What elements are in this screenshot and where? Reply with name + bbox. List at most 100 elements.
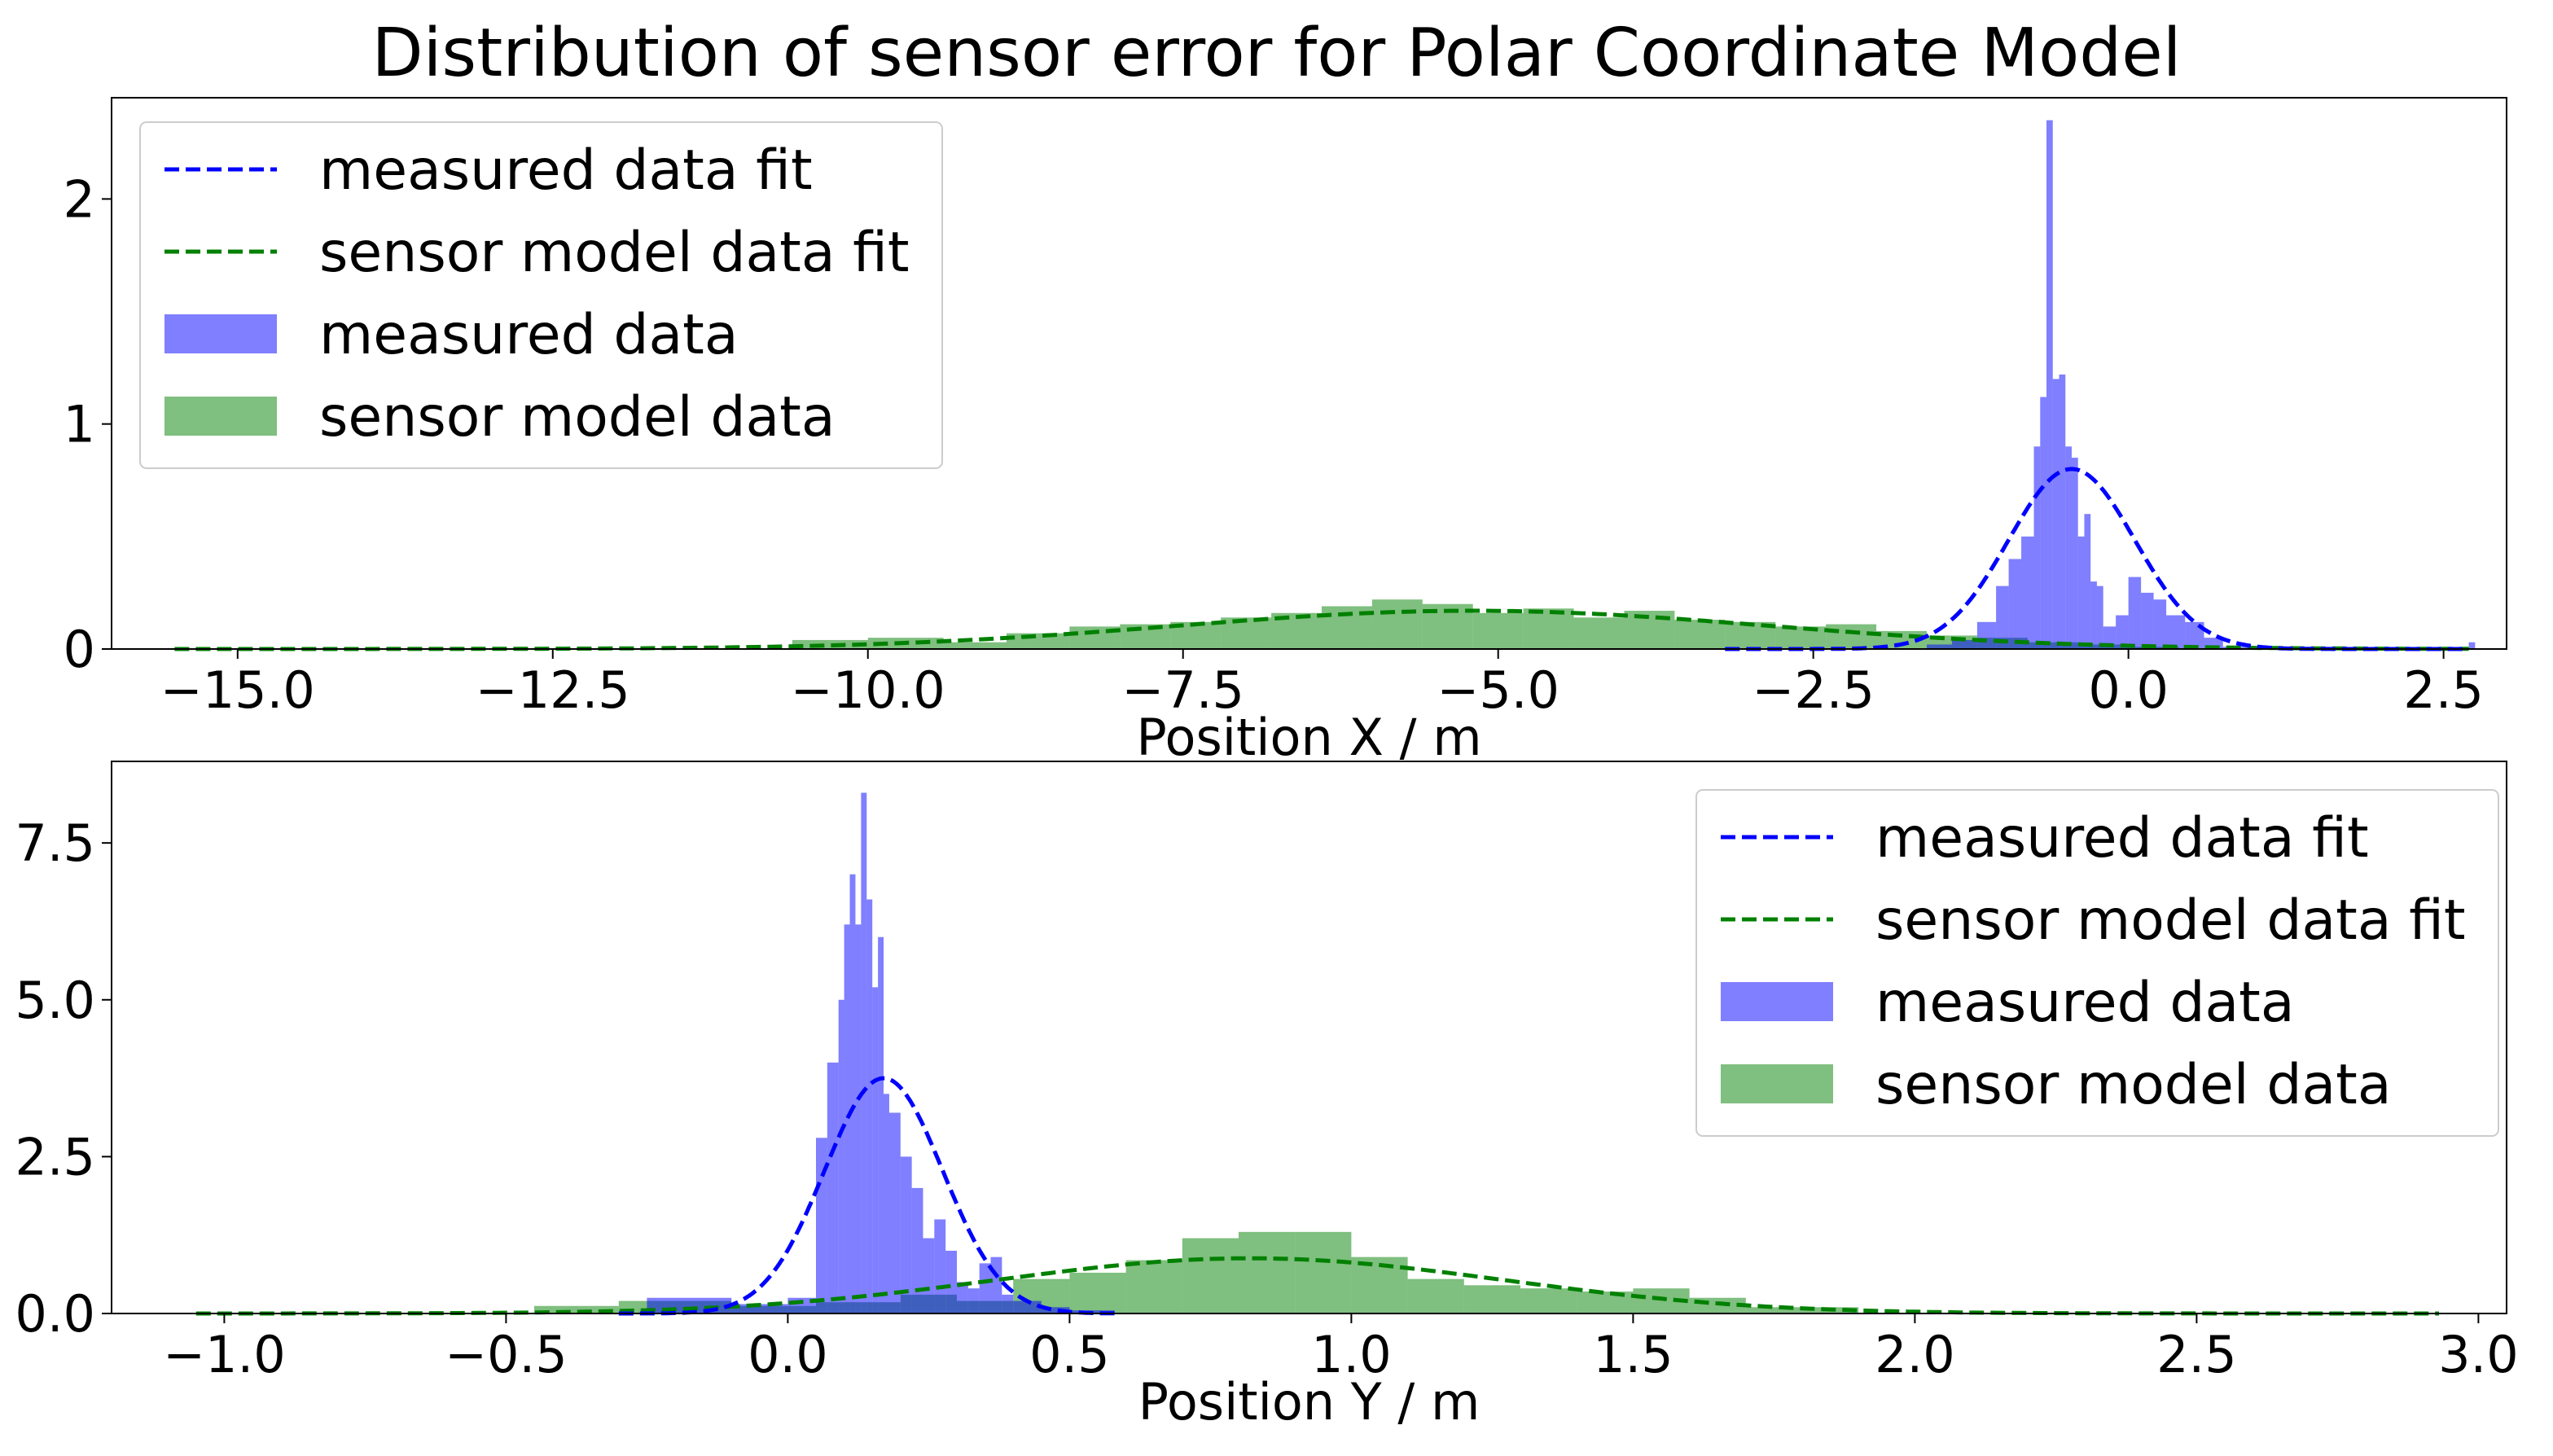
histogram-bar bbox=[1041, 1307, 1070, 1313]
histogram-bar bbox=[1221, 617, 1272, 649]
x-axis-label: Position X / m bbox=[1136, 708, 1481, 767]
histogram-bar bbox=[1002, 1294, 1014, 1313]
histogram-bar bbox=[2084, 514, 2091, 649]
y-tick-label: 1 bbox=[64, 395, 95, 454]
x-tick-label: 3.0 bbox=[2438, 1325, 2519, 1384]
histogram-bar bbox=[827, 1062, 839, 1313]
legend-box bbox=[139, 121, 943, 469]
x-tick-label: −15.0 bbox=[160, 660, 315, 720]
histogram-bar bbox=[923, 1238, 935, 1313]
histogram-bar bbox=[1182, 1238, 1239, 1313]
x-tick-label: −0.5 bbox=[445, 1325, 568, 1384]
y-axis-ticks: 0 1 2 bbox=[64, 169, 112, 679]
histogram-bar bbox=[731, 1304, 788, 1313]
histogram-bar bbox=[2096, 585, 2103, 649]
histogram-bar bbox=[2071, 458, 2078, 649]
x-axis-label: Position Y / m bbox=[1138, 1372, 1480, 1432]
y-tick-label: 7.5 bbox=[15, 814, 95, 873]
histogram-bar bbox=[792, 639, 868, 649]
chart-title: Distribution of sensor error for Polar C… bbox=[371, 15, 2182, 92]
y-tick-label: 2.5 bbox=[15, 1127, 95, 1186]
histogram-bar bbox=[838, 999, 844, 1313]
histogram-bar bbox=[1371, 599, 1423, 649]
histogram-bar bbox=[2040, 397, 2047, 649]
legend-measured-patch bbox=[164, 314, 277, 353]
histogram-bar bbox=[1573, 617, 1625, 649]
histogram-bar bbox=[1239, 1231, 1296, 1313]
histogram-bar bbox=[888, 1112, 901, 1313]
legend-label: measured data bbox=[319, 303, 739, 367]
histogram-bar bbox=[2128, 577, 2142, 649]
histogram-bar bbox=[2153, 599, 2167, 649]
legend-model-patch bbox=[1721, 1064, 1833, 1103]
histogram-bar bbox=[1407, 1278, 1464, 1313]
measured-histogram bbox=[647, 792, 1115, 1313]
histogram-bar bbox=[2141, 592, 2154, 649]
x-tick-label: 1.5 bbox=[1593, 1325, 1673, 1384]
histogram-bar bbox=[1523, 608, 1574, 649]
histogram-bar bbox=[872, 987, 879, 1313]
histogram-bar bbox=[844, 924, 850, 1313]
histogram-bar bbox=[1996, 585, 2009, 649]
x-tick-label: −10.0 bbox=[791, 660, 945, 720]
x-tick-label: 2.5 bbox=[2156, 1325, 2237, 1384]
histogram-bar bbox=[2166, 615, 2186, 649]
y-tick-label: 0 bbox=[64, 620, 95, 679]
x-tick-label: −2.5 bbox=[1752, 660, 1875, 720]
y-axis-ticks: 0.0 2.5 5.0 7.5 bbox=[15, 814, 112, 1344]
histogram-bar bbox=[1013, 1300, 1042, 1313]
legend: measured data fit sensor model data fit me… bbox=[139, 121, 943, 469]
legend-label: measured data fit bbox=[319, 138, 813, 203]
x-tick-label: −1.0 bbox=[163, 1325, 286, 1384]
histogram-bar bbox=[816, 1138, 827, 1313]
legend-label: sensor model data bbox=[1875, 1053, 2391, 1117]
histogram-bar bbox=[934, 1219, 946, 1313]
histogram-bar bbox=[1577, 1292, 1634, 1313]
histogram-bar bbox=[1463, 1285, 1520, 1313]
legend-label: sensor model data fit bbox=[1875, 888, 2466, 953]
legend-box bbox=[1695, 789, 2499, 1137]
axes-frame bbox=[111, 97, 2507, 650]
histogram-bar bbox=[2046, 120, 2053, 649]
histogram-bar bbox=[1926, 644, 1952, 649]
histogram-bar bbox=[534, 1305, 619, 1313]
legend: measured data fit sensor model data fit me… bbox=[1695, 789, 2499, 1137]
panel-position-x: −15.0 −12.5 −10.0 −7.5 −5.0 −2.5 0.0 2.5 0 1 2 Posi… bbox=[64, 97, 2507, 767]
histogram-bar bbox=[1745, 1307, 1859, 1313]
histogram-bar bbox=[911, 1187, 923, 1313]
x-tick-label: −5.0 bbox=[1437, 660, 1559, 720]
x-tick-label: −7.5 bbox=[1121, 660, 1244, 720]
legend-label: measured data fit bbox=[1875, 806, 2369, 871]
histogram-bar bbox=[990, 1256, 1002, 1313]
histogram-bar bbox=[967, 1288, 980, 1313]
histogram-bar bbox=[1775, 626, 1827, 649]
measured-histogram bbox=[1926, 120, 2476, 649]
histogram-bar bbox=[866, 899, 873, 1313]
histogram-bar bbox=[849, 874, 856, 1313]
panel-position-y: −1.0 −0.5 0.0 0.5 1.0 1.5 2.0 2.5 3.0 0.0 2.5 5.0 7.… bbox=[15, 761, 2519, 1432]
histogram-bar bbox=[1125, 1260, 1182, 1313]
x-tick-label: 1.0 bbox=[1311, 1325, 1392, 1384]
y-tick-label: 0.0 bbox=[15, 1284, 95, 1344]
legend-label: sensor model data fit bbox=[319, 221, 910, 285]
x-tick-label: 2.0 bbox=[1875, 1325, 1955, 1384]
histogram-bar bbox=[945, 1250, 957, 1313]
histogram-bar bbox=[1951, 639, 1977, 649]
histogram-bar bbox=[2033, 446, 2041, 649]
histogram-bar bbox=[884, 1094, 889, 1313]
histogram-bar bbox=[2059, 374, 2066, 649]
histogram-bar bbox=[2021, 536, 2034, 649]
legend-model-patch bbox=[164, 397, 277, 436]
histogram-bar bbox=[2008, 559, 2022, 649]
legend-label: sensor model data bbox=[319, 385, 835, 450]
legend-label: measured data bbox=[1875, 971, 2295, 1035]
axes-frame bbox=[111, 761, 2507, 1314]
histogram-bar bbox=[1674, 620, 1726, 649]
x-axis-ticks: −1.0 −0.5 0.0 0.5 1.0 1.5 2.0 2.5 3.0 bbox=[163, 1313, 2519, 1384]
histogram-bar bbox=[855, 924, 862, 1313]
histogram-bar bbox=[878, 936, 884, 1313]
x-tick-label: 0.0 bbox=[748, 1325, 828, 1384]
histogram-bar bbox=[979, 1263, 991, 1313]
histogram-bar bbox=[1472, 612, 1524, 649]
